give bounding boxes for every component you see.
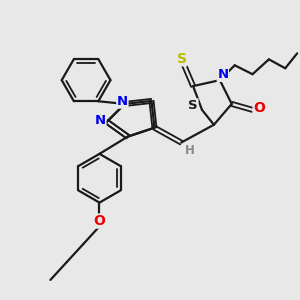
Text: O: O: [253, 101, 265, 116]
Text: O: O: [94, 214, 105, 228]
Text: N: N: [217, 68, 228, 81]
Text: S: S: [177, 52, 187, 66]
Text: H: H: [185, 144, 195, 158]
Text: N: N: [95, 114, 106, 127]
Text: S: S: [188, 99, 198, 112]
Text: N: N: [117, 95, 128, 108]
